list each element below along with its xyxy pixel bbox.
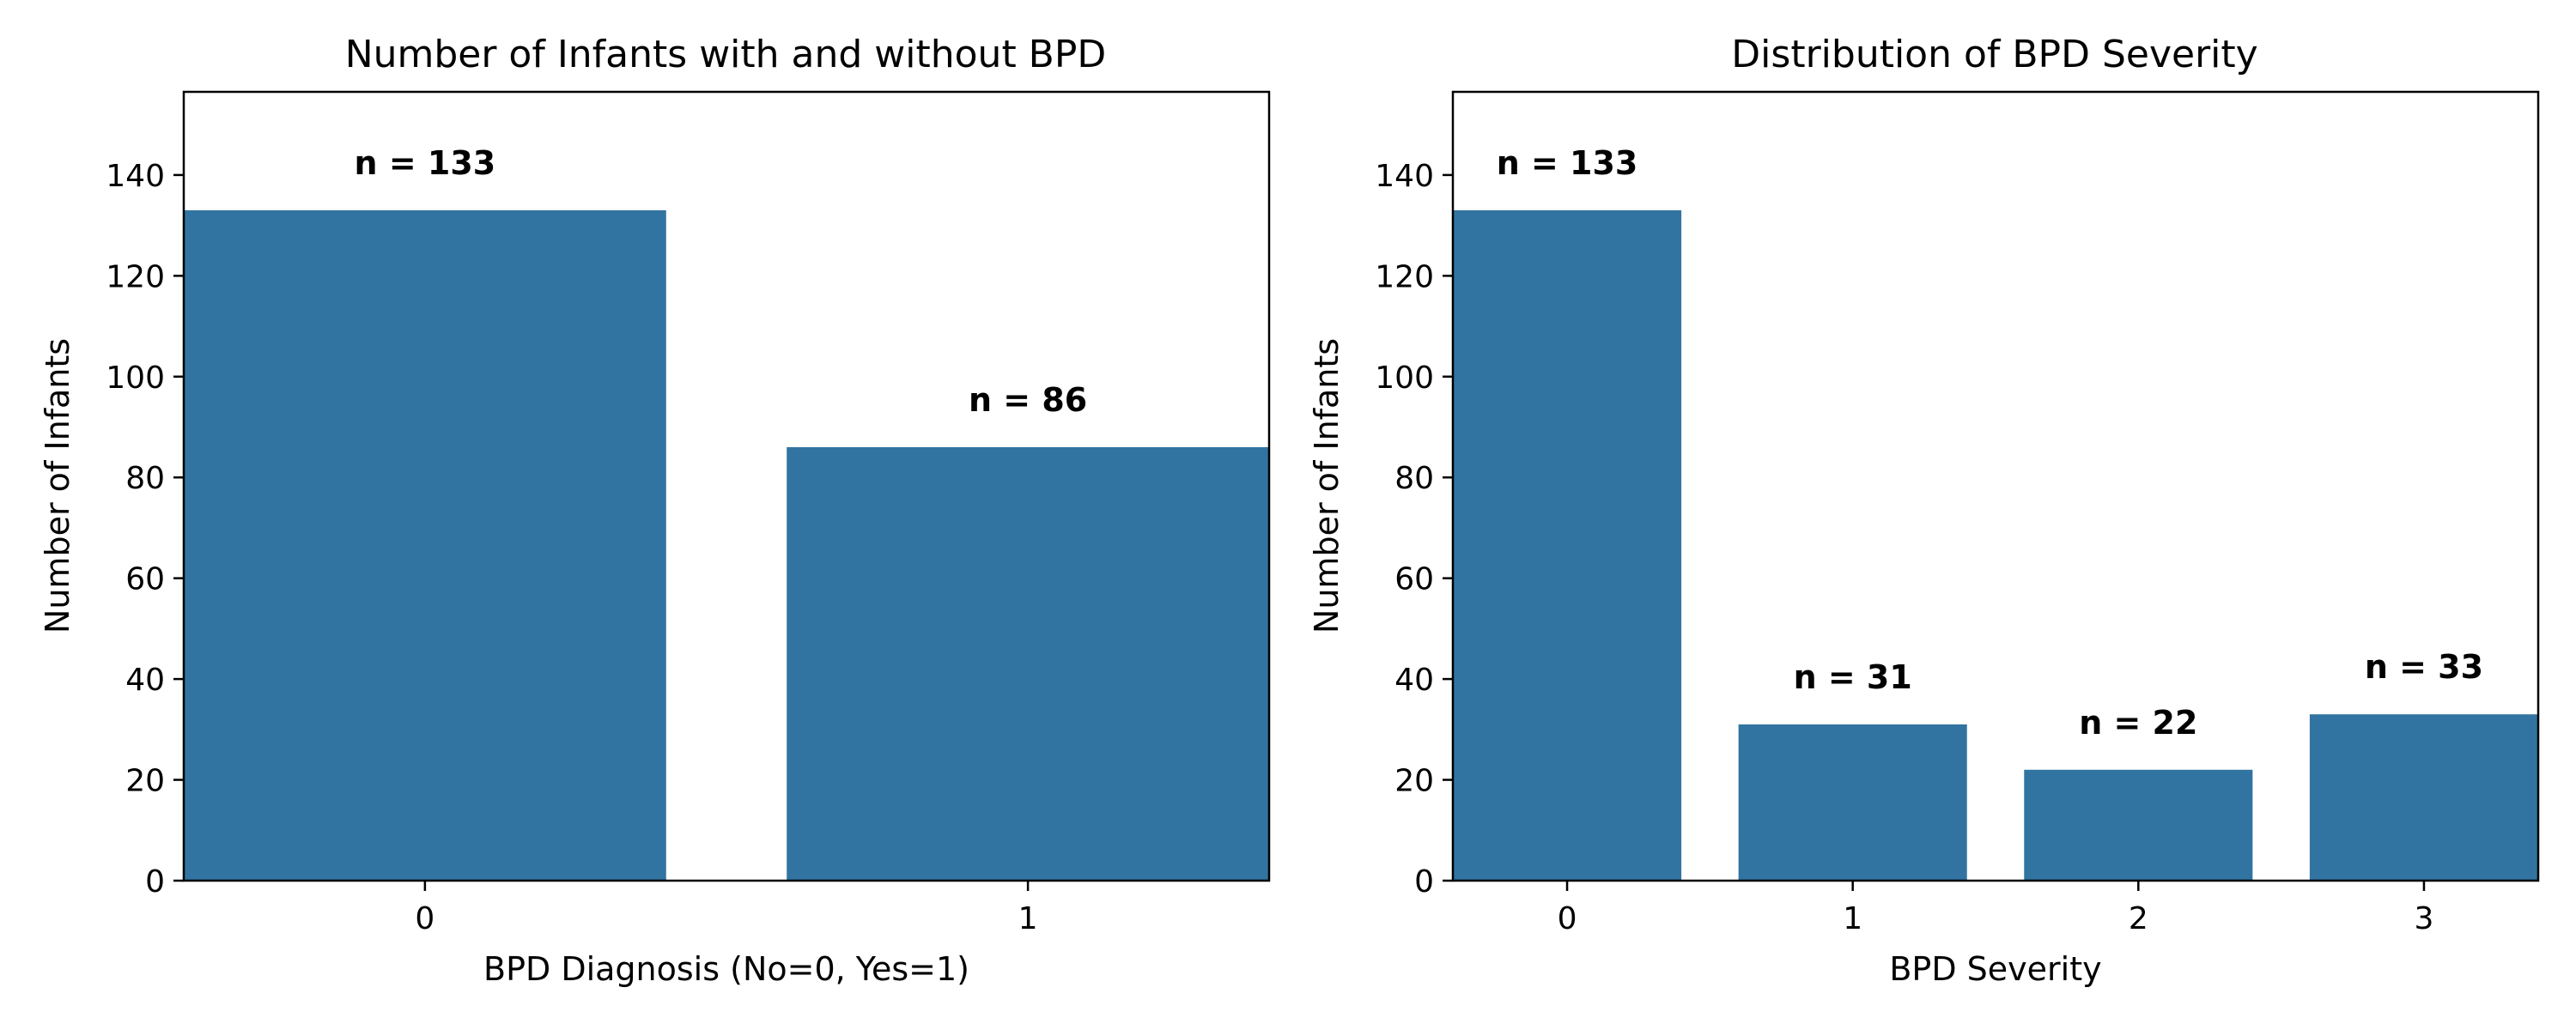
- y-axis-ticks: 0 20 40 60 80 100 120 140: [1375, 159, 1453, 900]
- bar-value-label: n = 86: [969, 381, 1087, 419]
- axes-frame: [1451, 90, 2540, 882]
- y-tick-label: 0: [1414, 864, 1434, 900]
- bar-1: [1738, 724, 1967, 881]
- x-tick-label: 2: [2129, 901, 2148, 936]
- x-tick-label: 0: [1558, 901, 1577, 936]
- y-axis-label: Number of Infants: [39, 338, 76, 633]
- y-tick-label: 0: [145, 864, 165, 900]
- bar-0: [184, 209, 666, 881]
- y-tick-label: 140: [1375, 159, 1434, 194]
- bar-value-label: n = 31: [1794, 658, 1912, 696]
- y-tick-label: 100: [106, 360, 165, 396]
- y-axis-label: Number of Infants: [1308, 338, 1346, 633]
- x-axis-label: BPD Severity: [1889, 950, 2101, 988]
- y-tick-label: 40: [1394, 663, 1434, 698]
- bar-0: [1453, 209, 1682, 881]
- bar-group: n = 133 n = 31 n = 22 n = 33: [1453, 144, 2538, 881]
- x-axis-label: BPD Diagnosis (No=0, Yes=1): [483, 950, 969, 988]
- y-tick-label: 40: [125, 663, 165, 698]
- x-axis-ticks: 0 1 2 3: [1558, 881, 2433, 936]
- y-tick-label: 80: [1394, 461, 1434, 496]
- axes-frame: [182, 90, 1271, 882]
- y-tick-label: 120: [106, 259, 165, 294]
- y-tick-label: 20: [1394, 764, 1434, 799]
- bar-value-label: n = 133: [1497, 144, 1638, 182]
- x-tick-label: 0: [415, 901, 434, 936]
- x-tick-label: 1: [1843, 901, 1862, 936]
- chart-title: Number of Infants with and without BPD: [345, 33, 1107, 76]
- y-tick-label: 140: [106, 159, 165, 194]
- y-tick-label: 100: [1375, 360, 1434, 396]
- bar-value-label: n = 22: [2079, 704, 2197, 742]
- x-tick-label: 3: [2414, 901, 2433, 936]
- bar-3: [2309, 714, 2538, 881]
- bar-1: [787, 446, 1269, 881]
- y-axis-ticks: 0 20 40 60 80 100 120 140: [106, 159, 184, 900]
- y-tick-label: 120: [1375, 259, 1434, 294]
- y-tick-label: 20: [125, 764, 165, 799]
- chart-bpd-diagnosis: Number of Infants with and without BPD n…: [39, 33, 1271, 988]
- y-tick-label: 60: [125, 562, 165, 597]
- bar-2: [2024, 769, 2253, 881]
- bar-group: n = 133 n = 86: [184, 144, 1269, 881]
- bar-value-label: n = 133: [355, 144, 496, 182]
- bar-value-label: n = 33: [2365, 648, 2483, 686]
- y-tick-label: 80: [125, 461, 165, 496]
- x-tick-label: 1: [1018, 901, 1038, 936]
- y-tick-label: 60: [1394, 562, 1434, 597]
- chart-title: Distribution of BPD Severity: [1731, 33, 2257, 76]
